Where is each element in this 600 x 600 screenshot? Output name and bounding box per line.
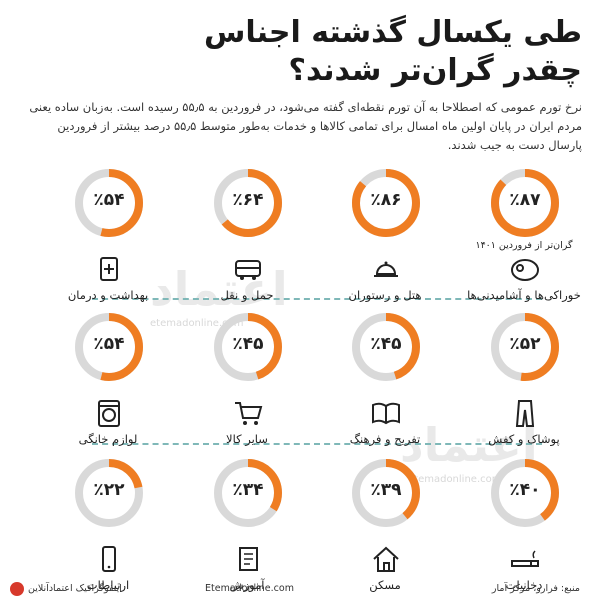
comparison-note: گران‌تر از فروردین ۱۴۰۱ — [475, 240, 573, 251]
donut-value-arc — [352, 459, 420, 527]
pants-icon — [509, 398, 541, 428]
footer-brand: اینفوگرافیک اعتمادآنلاین — [28, 583, 122, 594]
category-card: ٪۳۴ آموزش — [177, 458, 317, 592]
donut-ring — [75, 169, 143, 237]
category-card: ٪۶۴ حمل و نقل — [177, 168, 317, 302]
category-label: دخانیات — [505, 578, 543, 592]
donut-value-arc — [352, 169, 420, 237]
percent-label: ٪۵۲ — [509, 334, 541, 354]
donut-value-arc — [75, 459, 143, 527]
footer-site: Etemadonline.com — [205, 583, 294, 594]
donut-value-arc — [214, 459, 282, 527]
washer-icon — [93, 398, 125, 428]
category-card: ٪۳۹ مسکن — [315, 458, 455, 592]
phone-icon — [93, 544, 125, 574]
percent-label: ٪۴۵ — [370, 334, 402, 354]
category-label: آموزش — [229, 578, 265, 592]
donut-ring — [491, 313, 559, 381]
watermark-brand: اعتماد — [150, 262, 288, 316]
title-line-1: طی یکسال گذشته اجناس — [203, 15, 582, 50]
row-divider-1 — [92, 298, 542, 300]
donut-ring — [214, 313, 282, 381]
category-card: ٪۲۲ ارتباطات — [38, 458, 178, 592]
percent-label: ٪۴۵ — [232, 334, 264, 354]
category-label: سایر کالا — [226, 432, 268, 446]
category-card: ٪۸۶ هتل و رستوران — [315, 168, 455, 302]
donut-ring — [352, 169, 420, 237]
category-card: ٪۴۰ دخانیات — [454, 458, 594, 592]
percent-label: ٪۶۴ — [232, 190, 264, 210]
category-label: پوشاک و کفش — [488, 432, 560, 446]
percent-label: ٪۲۲ — [93, 480, 125, 500]
donut-ring — [75, 459, 143, 527]
category-label: بهداشت و درمان — [67, 288, 149, 302]
donut-ring — [75, 313, 143, 381]
meat-icon — [509, 254, 541, 284]
category-card: ٪۸۷ گران‌تر از فروردین ۱۴۰۱ خوراکی‌ها و آش… — [454, 168, 594, 302]
donut-ring — [214, 169, 282, 237]
category-card: ٪۴۵ سایر کالا — [177, 312, 317, 446]
percent-label: ٪۳۴ — [232, 480, 264, 500]
donut-value-arc — [214, 313, 282, 381]
cigarette-icon — [509, 544, 541, 574]
watermark-site: etemadonline.com — [150, 318, 244, 329]
title-line-2: چقدر گران‌تر شدند؟ — [288, 53, 582, 88]
donut-value-arc — [214, 169, 282, 237]
donut-value-arc — [352, 313, 420, 381]
dish-icon — [370, 254, 402, 284]
percent-label: ٪۴۰ — [509, 480, 541, 500]
donut-ring — [214, 459, 282, 527]
book-icon — [370, 398, 402, 428]
category-label: حمل و نقل — [220, 288, 274, 302]
category-label: ارتباطات — [86, 578, 130, 592]
category-label: لوازم خانگی — [78, 432, 138, 446]
category-card: ٪۵۲ پوشاک و کفش — [454, 312, 594, 446]
house-icon — [370, 544, 402, 574]
medical-icon — [93, 254, 125, 284]
percent-label: ٪۵۴ — [93, 190, 125, 210]
donut-ring — [491, 459, 559, 527]
donut-value-arc — [491, 459, 559, 527]
category-card: ٪۵۴ بهداشت و درمان — [38, 168, 178, 302]
donut-ring — [352, 459, 420, 527]
percent-label: ٪۸۷ — [509, 190, 541, 210]
category-card: ٪۵۴ لوازم خانگی — [38, 312, 178, 446]
donut-value-arc — [75, 169, 143, 237]
category-label: خوراکی‌ها و آشامیدنی‌ها — [467, 288, 581, 302]
percent-label: ٪۵۴ — [93, 334, 125, 354]
percent-label: ٪۳۹ — [370, 480, 402, 500]
row-divider-2 — [92, 443, 542, 445]
category-card: ٪۴۵ تفریح و فرهنگ — [315, 312, 455, 446]
category-label: هتل و رستوران — [348, 288, 422, 302]
donut-ring — [491, 169, 559, 237]
notebook-icon — [232, 544, 264, 574]
donut-value-arc — [491, 313, 559, 381]
footer-source: منبع: فرارو، مرکز آمار — [491, 583, 580, 594]
intro-text: نرخ تورم عمومی که اصطلاحا به آن تورم نقط… — [29, 100, 582, 152]
donut-ring — [352, 313, 420, 381]
donut-value-arc — [491, 169, 559, 237]
page-title: طی یکسال گذشته اجناس چقدر گران‌تر شدند؟ — [22, 14, 582, 90]
cart-icon — [232, 398, 264, 428]
percent-label: ٪۸۶ — [370, 190, 402, 210]
watermark-site-2: etemadonline.com — [408, 474, 502, 485]
category-label: تفریح و فرهنگ — [349, 432, 421, 446]
category-label: مسکن — [369, 578, 401, 592]
logo-icon — [10, 582, 24, 596]
bus-icon — [232, 254, 264, 284]
donut-value-arc — [75, 313, 143, 381]
